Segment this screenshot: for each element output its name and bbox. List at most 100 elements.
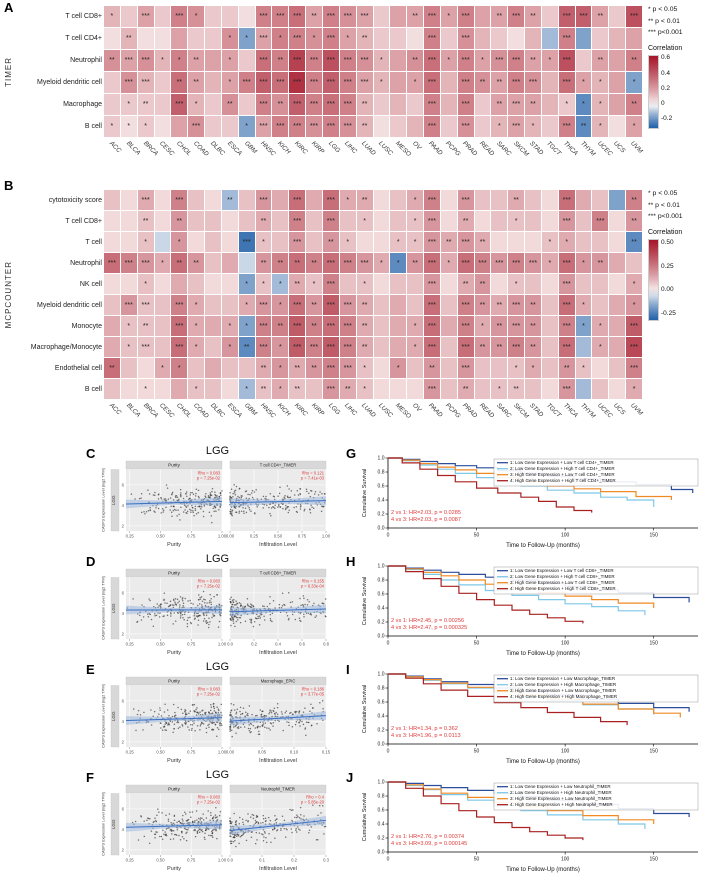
x-tick-label: 50 — [474, 641, 480, 647]
x-tick-label: 0.00 — [226, 750, 235, 755]
heatmap-cell — [373, 358, 390, 378]
heatmap-cell: *** — [306, 72, 322, 93]
heatmap-cell: *** — [558, 190, 575, 210]
heatmap-cell: *** — [424, 337, 440, 357]
heatmap-cell: *** — [508, 6, 525, 27]
heatmap-cell — [339, 211, 356, 231]
heatmap-cell: *** — [575, 6, 592, 27]
heatmap-cell — [609, 295, 626, 315]
y-tick-label: 0.2 — [378, 836, 385, 842]
col-label: UCEC — [592, 139, 614, 173]
heatmap-cell: *** — [592, 211, 609, 231]
heatmap-cell — [272, 232, 289, 252]
p-value-label: p = 7.25e-02 — [197, 800, 221, 805]
heatmap-cell — [541, 295, 558, 315]
heatmap-cell: ** — [525, 295, 541, 315]
heatmap-cell: *** — [356, 50, 373, 71]
heatmap-cell: ** — [356, 295, 373, 315]
heatmap-cell — [306, 379, 322, 399]
heatmap-cell: * — [171, 50, 188, 71]
heatmap-cell: *** — [306, 116, 322, 137]
heatmap-cell — [390, 337, 407, 357]
sig-legend-item: ** p < 0.01 — [648, 201, 680, 209]
col-label: LIHC — [339, 139, 358, 173]
heatmap-cell: * — [137, 379, 154, 399]
heatmap-cell: * — [407, 232, 424, 252]
col-label: DLBC — [205, 139, 226, 173]
heatmap-cell: *** — [339, 6, 356, 27]
heatmap-legend: * p < 0.05 ** p < 0.01 *** p<0.001 Correlat… — [648, 4, 706, 129]
col-label: ACC — [104, 139, 122, 173]
heatmap-cell: *** — [289, 6, 306, 27]
facet-strip-label: Purity — [168, 787, 180, 792]
facet-strip — [229, 460, 327, 470]
heatmap-cell — [306, 190, 322, 210]
heatmap-cell: * — [221, 316, 238, 336]
heatmap-cell — [272, 190, 289, 210]
heatmap-cell — [373, 337, 390, 357]
x-tick-label: 1.00 — [218, 858, 227, 863]
heatmap-cell — [390, 94, 407, 115]
facet-strip — [125, 460, 223, 470]
heatmap-cell — [541, 274, 558, 294]
heatmap-cell: *** — [322, 274, 339, 294]
col-label: CESC — [154, 139, 175, 173]
heatmap-cell: * — [575, 253, 592, 273]
heatmap-cell: ** — [474, 232, 491, 252]
heatmap-cell: * — [541, 50, 558, 71]
heatmap-cell: * — [575, 94, 592, 115]
panel-letter-i: I — [346, 662, 350, 677]
heatmap-cell — [221, 253, 238, 273]
heatmap-cell — [390, 190, 407, 210]
x-tick-label: 0.3 — [323, 858, 329, 863]
heatmap-cell — [609, 50, 626, 71]
col-label: THYM — [575, 139, 597, 173]
heatmap-cell: * — [491, 116, 508, 137]
heatmap-cell: *** — [339, 295, 356, 315]
km-legend-label: 1: Low Gene Expression + Low T cell CD8+… — [510, 568, 614, 573]
heatmap-cell: * — [272, 337, 289, 357]
heatmap-cell — [154, 232, 171, 252]
heatmap-cell — [541, 72, 558, 93]
x-tick-label: 0.75 — [187, 750, 196, 755]
heatmap-cell: * — [238, 274, 255, 294]
facet-strip-label: Neutrophil_TIMER — [261, 787, 295, 792]
heatmap-cell: *** — [424, 232, 440, 252]
y-tick-label: 0.6 — [378, 484, 385, 490]
colorbar-gradient — [648, 54, 659, 129]
col-label: SKCM — [508, 401, 530, 435]
x-tick-label: 0 — [387, 857, 390, 863]
km-legend-label: 1: Low Gene Expression + Low Macrophage_… — [510, 676, 616, 681]
col-label: STAD — [524, 139, 544, 173]
heatmap-cell: *** — [137, 6, 154, 27]
heatmap-cell: * — [238, 379, 255, 399]
col-label: KICH — [272, 401, 292, 435]
heatmap-cell: ** — [424, 358, 440, 378]
heatmap-cell: *** — [322, 50, 339, 71]
x-axis-label: Purity — [167, 866, 181, 872]
km-legend-label: 4: High Gene Expression + High T cell CD… — [510, 478, 616, 483]
heatmap-cell: * — [272, 274, 289, 294]
heatmap-cell: * — [390, 232, 407, 252]
x-tick-label: 0.25 — [126, 642, 135, 647]
heatmap-cell — [407, 379, 424, 399]
heatmap-cell: *** — [289, 316, 306, 336]
facet-strip — [125, 568, 223, 578]
colorbar-title: Correlation — [648, 44, 683, 52]
col-label: PRAD — [457, 401, 478, 435]
heatmap-cell: * — [272, 379, 289, 399]
heatmap-cell — [609, 358, 626, 378]
km-legend-label: 2: Low Gene Expression + High T cell CD4… — [510, 466, 615, 471]
y-tick-label: 1.0 — [378, 672, 385, 678]
heatmap-cell: *** — [120, 295, 137, 315]
heatmap-cell: *** — [322, 116, 339, 137]
heatmap-cell: * — [407, 337, 424, 357]
heatmap-cell — [390, 72, 407, 93]
col-label: GBM — [239, 139, 258, 173]
heatmap-cell — [104, 274, 120, 294]
heatmap-cell: * — [120, 337, 137, 357]
facet-strip — [125, 784, 223, 794]
heatmap-cell — [171, 274, 188, 294]
row-label: T cell CD8+ — [65, 13, 102, 20]
row-strip — [110, 577, 120, 640]
